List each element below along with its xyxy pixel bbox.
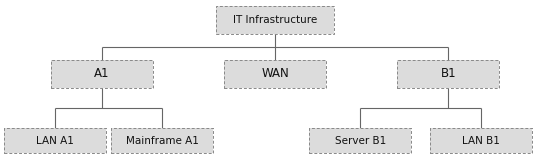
Bar bbox=[309, 128, 411, 154]
Bar bbox=[397, 59, 499, 88]
Bar bbox=[309, 128, 411, 154]
Bar bbox=[51, 59, 153, 88]
Bar bbox=[224, 59, 326, 88]
Bar bbox=[430, 128, 532, 154]
Bar bbox=[216, 6, 334, 35]
Text: LAN B1: LAN B1 bbox=[463, 136, 500, 146]
Text: Mainframe A1: Mainframe A1 bbox=[126, 136, 199, 146]
Bar bbox=[216, 6, 334, 35]
Text: Server B1: Server B1 bbox=[334, 136, 386, 146]
Bar bbox=[430, 128, 532, 154]
Bar bbox=[51, 59, 153, 88]
Bar bbox=[4, 128, 106, 154]
Bar bbox=[111, 128, 213, 154]
Bar bbox=[224, 59, 326, 88]
Text: A1: A1 bbox=[94, 67, 109, 80]
Bar bbox=[111, 128, 213, 154]
Text: B1: B1 bbox=[441, 67, 456, 80]
Bar bbox=[4, 128, 106, 154]
Text: IT Infrastructure: IT Infrastructure bbox=[233, 15, 317, 25]
Text: LAN A1: LAN A1 bbox=[36, 136, 74, 146]
Text: WAN: WAN bbox=[261, 67, 289, 80]
Bar bbox=[397, 59, 499, 88]
